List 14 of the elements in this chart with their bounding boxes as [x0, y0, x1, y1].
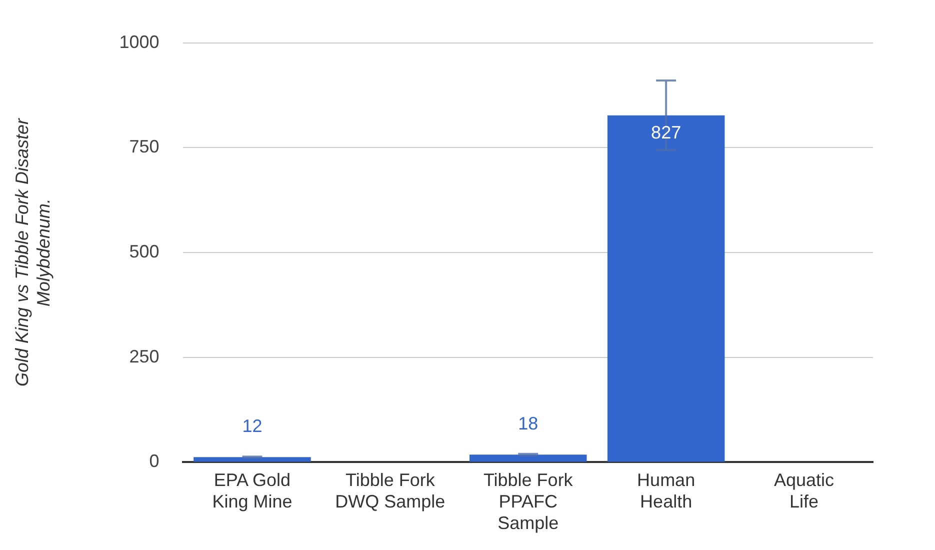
- data-label: 827: [651, 122, 682, 142]
- x-tick-label: Aquatic Life: [774, 470, 834, 512]
- y-axis-title: Gold King vs Tibble Fork Disaster Molybdenum.: [12, 118, 54, 386]
- y-tick-label: 750: [129, 136, 160, 157]
- x-tick-label: EPA Gold King Mine: [212, 470, 292, 512]
- x-tick-label: Tibble Fork DWQ Sample: [335, 470, 446, 512]
- y-tick-label: 0: [149, 451, 160, 472]
- y-tick-label: 500: [129, 241, 160, 262]
- y-tick-label: 1000: [119, 32, 160, 52]
- data-label: 12: [242, 416, 262, 436]
- data-label: 18: [518, 414, 538, 434]
- x-tick-label: Human Health: [637, 470, 696, 512]
- x-tick-label: Tibble Fork PPAFC Sample: [483, 470, 574, 534]
- y-tick-label: 250: [129, 346, 160, 366]
